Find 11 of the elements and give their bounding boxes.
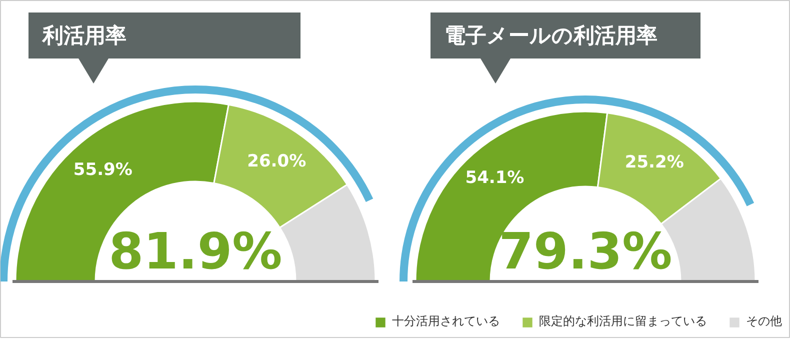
data-label: 54.1%: [465, 168, 524, 188]
legend-label: その他: [746, 313, 782, 330]
text: 81.9%: [108, 222, 282, 280]
legend-label: 十分活用されている: [392, 313, 500, 330]
data-label: 25.2%: [624, 152, 684, 172]
chart-title: 電子メールの利活用率: [444, 24, 658, 48]
data-label: 26.0%: [247, 151, 306, 172]
text: 79.3%: [498, 222, 672, 280]
chart-title: 利活用率: [42, 24, 126, 48]
legend-label: 限定的な利活用に留まっている: [539, 313, 707, 330]
data-label: 55.9%: [73, 160, 132, 180]
